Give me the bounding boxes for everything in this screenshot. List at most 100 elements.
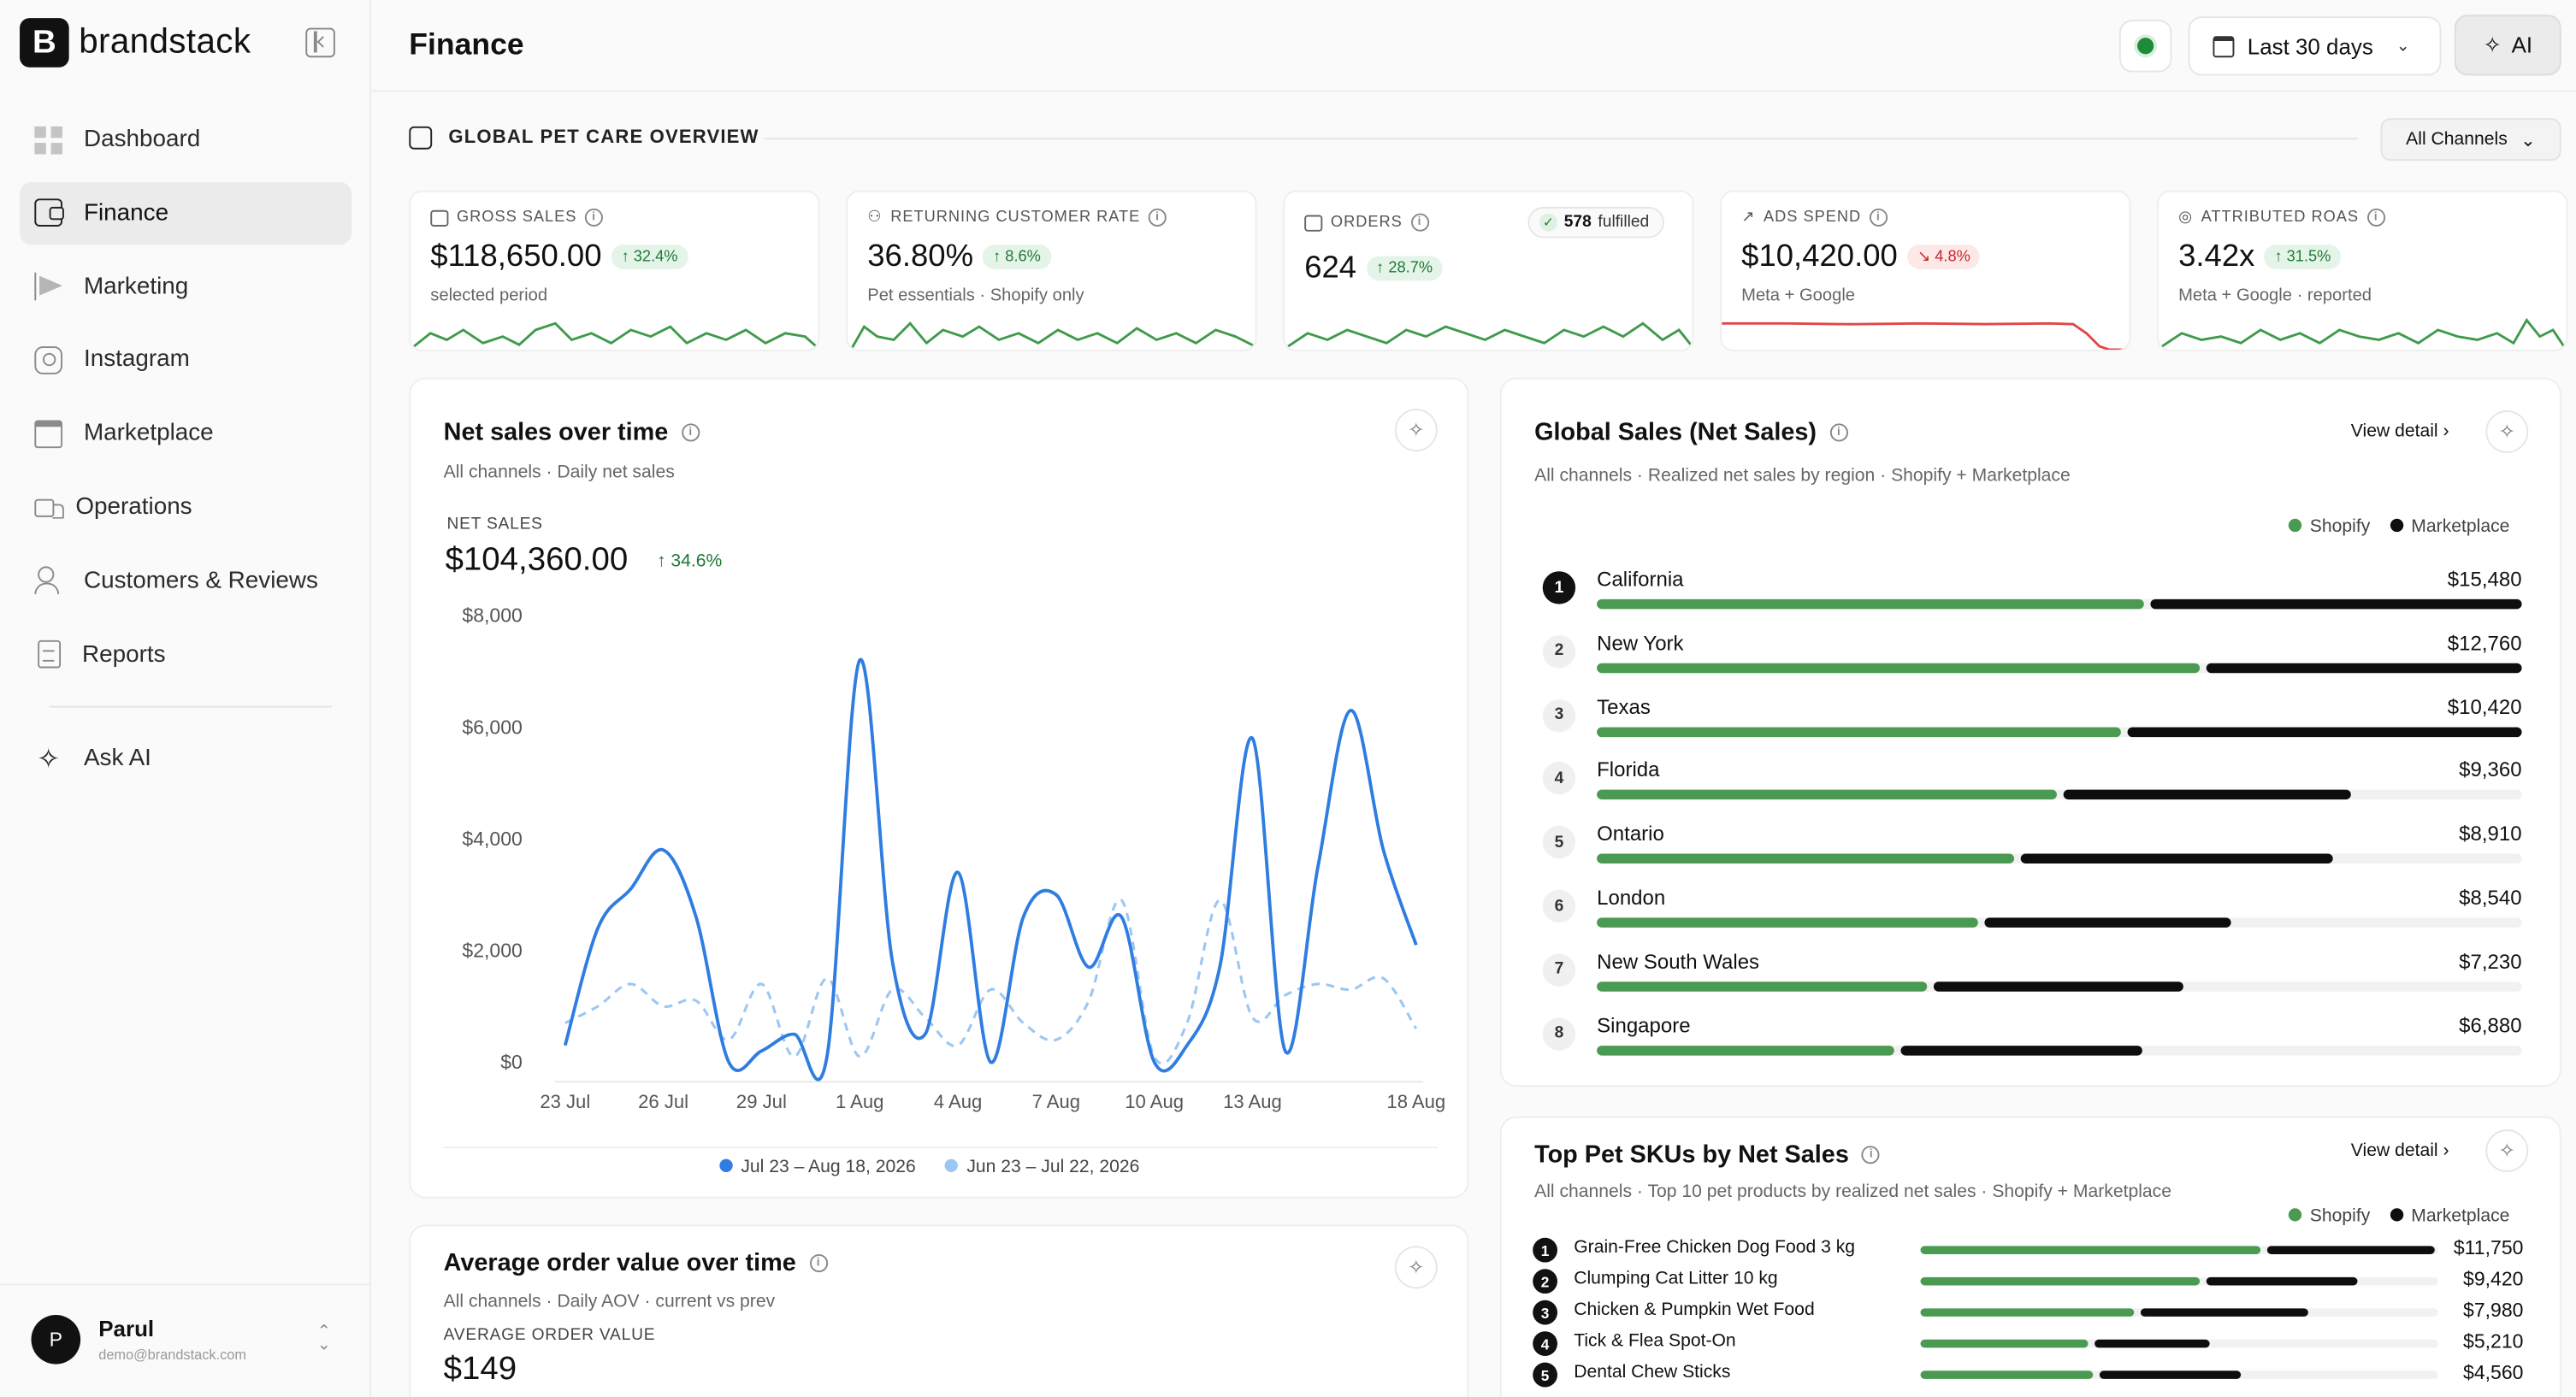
kpi-card-orders[interactable]: ORDERS i ✓ 578 fulfilled 624 ↑ 28.7% bbox=[1283, 190, 1694, 351]
page-title: Finance bbox=[409, 26, 524, 62]
user-menu[interactable]: P Parul demo@brandstack.com ⌃ ⌄ bbox=[0, 1283, 372, 1397]
x-tick-label: 10 Aug bbox=[1125, 1091, 1184, 1112]
ai-insight-button[interactable]: ✧ bbox=[2485, 410, 2529, 453]
legend-item-marketplace[interactable]: Marketplace bbox=[2390, 1206, 2509, 1226]
region-name: Florida bbox=[1597, 758, 1660, 782]
region-row[interactable]: 2 New York $12,760 bbox=[1542, 625, 2522, 681]
legend-dot-icon bbox=[2288, 1208, 2302, 1222]
region-row[interactable]: 1 California $15,480 bbox=[1542, 562, 2522, 617]
region-row[interactable]: 5 Ontario $8,910 bbox=[1542, 816, 2522, 872]
ai-insight-button[interactable]: ✧ bbox=[2485, 1129, 2529, 1172]
ai-button-label: AI bbox=[2511, 32, 2533, 58]
section-divider bbox=[764, 138, 2358, 140]
marketplace-bar bbox=[1933, 981, 2184, 992]
region-row[interactable]: 7 New South Wales $7,230 bbox=[1542, 944, 2522, 999]
status-button[interactable] bbox=[2118, 20, 2172, 73]
legend-item-marketplace[interactable]: Marketplace bbox=[2390, 517, 2509, 537]
chevron-up-down-icon[interactable]: ⌃ ⌄ bbox=[316, 1323, 331, 1355]
sidebar-item-dashboard[interactable]: Dashboard bbox=[20, 109, 352, 171]
legend-item-current[interactable]: Jul 23 – Aug 18, 2026 bbox=[719, 1158, 916, 1177]
region-row[interactable]: 4 Florida $9,360 bbox=[1542, 752, 2522, 808]
sidebar-item-ask-ai[interactable]: ✧ Ask AI bbox=[20, 728, 352, 790]
top-header: Finance Last 30 days ⌄ ✧ AI bbox=[371, 0, 2576, 92]
kpi-card-gross-sales[interactable]: GROSS SALES i $118,650.00 ↑ 32.4% selected… bbox=[409, 190, 820, 351]
region-row[interactable]: 8 Singapore $6,880 bbox=[1542, 1007, 2522, 1063]
info-icon[interactable]: i bbox=[1410, 213, 1429, 232]
region-row[interactable]: 3 Texas $10,420 bbox=[1542, 689, 2522, 745]
kpi-value: 624 bbox=[1304, 251, 1357, 286]
legend-item-shopify[interactable]: Shopify bbox=[2288, 1206, 2371, 1227]
sku-name: Clumping Cat Litter 10 kg bbox=[1574, 1269, 1778, 1289]
marketplace-bar bbox=[2021, 853, 2332, 864]
ai-insight-button[interactable]: ✧ bbox=[1394, 1246, 1438, 1289]
sidebar-item-reports[interactable]: Reports bbox=[20, 623, 352, 686]
date-range-button[interactable]: Last 30 days ⌄ bbox=[2188, 16, 2442, 76]
sku-row[interactable]: 5 Dental Chew Sticks $4,560 bbox=[1533, 1359, 2524, 1390]
sparkline bbox=[1722, 321, 2130, 350]
sidebar-item-marketing[interactable]: Marketing bbox=[20, 256, 352, 318]
view-detail-link[interactable]: View detail › bbox=[2351, 1141, 2449, 1160]
shopify-bar bbox=[1597, 1045, 1894, 1055]
collapse-sidebar-icon[interactable] bbox=[305, 27, 335, 58]
delta-value: 8.6% bbox=[1005, 247, 1041, 267]
card-title: Top Pet SKUs by Net Sales bbox=[1534, 1141, 1849, 1170]
sparkle-icon: ✧ bbox=[2483, 32, 2502, 57]
sidebar-item-marketplace[interactable]: Marketplace bbox=[20, 403, 352, 465]
aov-card: Average order value over time i All chan… bbox=[409, 1224, 1469, 1397]
marketplace-bar bbox=[2127, 726, 2522, 737]
net-sales-card: Net sales over time i All channels · Dai… bbox=[409, 377, 1469, 1199]
region-value: $8,910 bbox=[2459, 822, 2522, 846]
sidebar-item-finance[interactable]: Finance bbox=[20, 181, 352, 245]
card-subtitle: All channels · Top 10 pet products by re… bbox=[1534, 1182, 2171, 1202]
info-icon[interactable]: i bbox=[681, 423, 700, 442]
sidebar-item-label: Finance bbox=[83, 199, 169, 227]
sidebar-item-customers-reviews[interactable]: Customers & Reviews bbox=[20, 550, 352, 612]
wallet-icon bbox=[409, 126, 433, 150]
calendar-icon bbox=[1304, 214, 1323, 231]
card-title: Net sales over time bbox=[443, 418, 669, 447]
region-value: $9,360 bbox=[2459, 758, 2522, 782]
info-icon[interactable]: i bbox=[1829, 423, 1848, 442]
sidebar-item-label: Customers & Reviews bbox=[83, 567, 318, 594]
brand-logo[interactable]: B brandstack bbox=[20, 18, 251, 68]
region-name: New York bbox=[1597, 631, 1684, 655]
series-line-current[interactable] bbox=[563, 657, 1418, 1082]
marketplace-bar bbox=[2094, 1339, 2211, 1348]
sidebar-item-label: Operations bbox=[75, 493, 192, 521]
sku-name: Grain-Free Chicken Dog Food 3 kg bbox=[1574, 1237, 1856, 1258]
sku-value: $11,750 bbox=[2453, 1235, 2524, 1259]
rank-badge: 2 bbox=[1542, 634, 1576, 669]
sidebar-item-instagram[interactable]: Instagram bbox=[20, 329, 352, 392]
kpi-card-ads-spend[interactable]: ↗ ADS SPEND i $10,420.00 ↘ 4.8% Meta + Goog… bbox=[1720, 190, 2131, 351]
metric-label: AVERAGE ORDER VALUE bbox=[443, 1326, 656, 1345]
info-icon[interactable]: i bbox=[1869, 208, 1888, 227]
legend-label: Shopify bbox=[2309, 1206, 2371, 1227]
ai-insight-button[interactable]: ✧ bbox=[1394, 409, 1438, 452]
sku-row[interactable]: 4 Tick & Flea Spot-On $5,210 bbox=[1533, 1328, 2524, 1359]
rank-badge: 5 bbox=[1542, 826, 1576, 859]
sku-row[interactable]: 3 Chicken & Pumpkin Wet Food $7,980 bbox=[1533, 1297, 2524, 1328]
ai-button[interactable]: ✧ AI bbox=[2454, 15, 2561, 76]
sidebar-item-label: Marketplace bbox=[83, 420, 214, 447]
info-icon[interactable]: i bbox=[585, 208, 604, 227]
y-tick-label: $0 bbox=[500, 1051, 523, 1073]
info-icon[interactable]: i bbox=[1148, 208, 1167, 227]
legend-item-previous[interactable]: Jun 23 – Jul 22, 2026 bbox=[945, 1158, 1139, 1177]
info-icon[interactable]: i bbox=[2366, 208, 2385, 227]
user-email: demo@brandstack.com bbox=[98, 1346, 246, 1363]
sku-row[interactable]: 1 Grain-Free Chicken Dog Food 3 kg $11,750 bbox=[1533, 1235, 2524, 1265]
info-icon[interactable]: i bbox=[809, 1253, 828, 1273]
kpi-card-attributed-roas[interactable]: ◎ ATTRIBUTED ROAS i 3.42x ↑ 31.5% Meta + Go… bbox=[2157, 190, 2568, 351]
sku-row[interactable]: 2 Clumping Cat Litter 10 kg $9,420 bbox=[1533, 1265, 2524, 1296]
kpi-card-returning-customer-rate[interactable]: ⚇ RETURNING CUSTOMER RATE i 36.80% ↑ 8.6% P… bbox=[846, 190, 1257, 351]
legend-item-shopify[interactable]: Shopify bbox=[2288, 517, 2370, 537]
info-icon[interactable]: i bbox=[1862, 1146, 1881, 1164]
sidebar-item-label: Marketing bbox=[83, 273, 189, 300]
top-skus-card: Top Pet SKUs by Net Sales i All channels… bbox=[1499, 1116, 2561, 1397]
sidebar-item-operations[interactable]: Operations bbox=[20, 476, 352, 539]
region-row[interactable]: 6 London $8,540 bbox=[1542, 880, 2522, 935]
rank-badge: 1 bbox=[1533, 1237, 1558, 1263]
view-detail-link[interactable]: View detail › bbox=[2351, 421, 2449, 441]
channels-dropdown[interactable]: All Channels ⌄ bbox=[2380, 118, 2561, 162]
series-line-previous[interactable] bbox=[564, 898, 1418, 1065]
